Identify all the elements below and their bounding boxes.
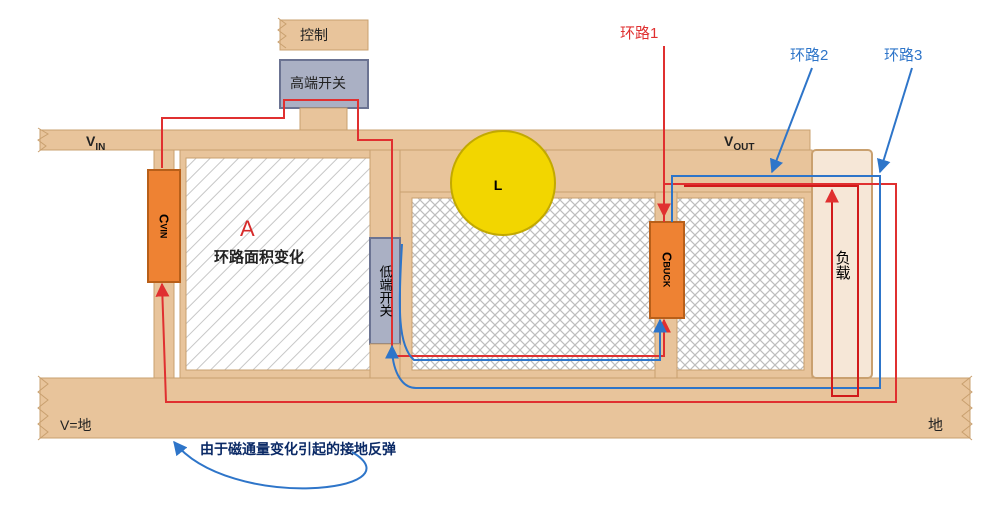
area-change-label: 环路面积变化 <box>214 248 304 266</box>
loop3-label: 环路3 <box>884 47 922 64</box>
loop3-callout-arrow <box>880 68 912 172</box>
circuit-diagram: 环路1 环路2 环路3 控制 高端开关 VIN VOUT A 环路面积变化 CV… <box>0 0 1000 531</box>
ground-bounce-label: 由于磁通量变化引起的接地反弹 <box>200 441 396 457</box>
gnd-label: 地 <box>928 417 943 434</box>
loop2-label: 环路2 <box>790 47 828 64</box>
top-rail <box>40 130 810 150</box>
inductor-disc <box>451 131 555 235</box>
control-label: 控制 <box>300 27 328 43</box>
cbuck-dn-stub <box>655 318 677 378</box>
cbuck-label: CBUCK <box>660 252 675 287</box>
cbuck-up-stub <box>655 192 677 222</box>
sw-drop <box>370 150 400 240</box>
cvin-up-stub <box>154 150 174 170</box>
hiside-to-rail <box>300 108 347 130</box>
load-label: 负载 <box>832 250 853 280</box>
loside-label: 低端开关 <box>376 265 395 317</box>
area-A-label: A <box>240 216 255 241</box>
loside-dn-stub <box>370 344 400 378</box>
loop1-label: 环路1 <box>620 25 658 42</box>
cvin-label: CVIN <box>157 214 172 238</box>
hiside-label: 高端开关 <box>290 75 346 91</box>
inductor-label: L <box>494 177 503 193</box>
vgnd-label: V=地 <box>60 417 92 433</box>
